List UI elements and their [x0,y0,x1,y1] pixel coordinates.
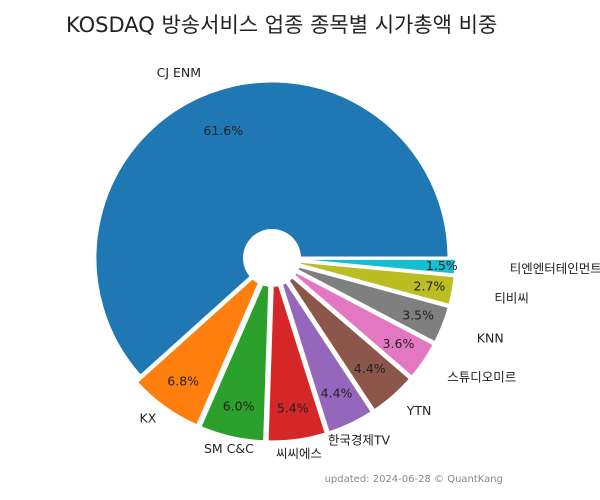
slice-percent-label: 6.0% [223,398,255,413]
slice-label: 스튜디오미르 [447,369,516,384]
slice-percent-label: 6.8% [167,373,199,388]
slice-percent-label: 4.4% [354,361,386,376]
slice-label: 티엔엔터테인먼트 [510,261,600,276]
slice-percent-label: 5.4% [277,401,309,416]
slice-label: 티비씨 [494,290,529,305]
slice-percent-label: 4.4% [321,385,353,400]
slice-label: KX [140,411,157,426]
slice-label: CJ ENM [157,65,201,80]
slice-label: SM C&C [204,441,254,456]
slice-label: YTN [406,403,432,418]
slice-percent-label: 3.5% [402,307,434,322]
footnote: updated: 2024-06-28 © QuantKang [325,474,503,485]
slice-label: KNN [477,330,504,345]
donut-hole [243,229,301,287]
slice-percent-label: 3.6% [383,336,415,351]
chart-title: KOSDAQ 방송서비스 업종 종목별 시가총액 비중 [66,13,497,37]
slice-label: 씨씨에스 [276,446,322,461]
slice-percent-label: 61.6% [203,123,243,138]
slice-label: 한국경제TV [328,432,391,447]
slice-percent-label: 2.7% [414,279,446,294]
slice-percent-label: 1.5% [426,258,458,273]
